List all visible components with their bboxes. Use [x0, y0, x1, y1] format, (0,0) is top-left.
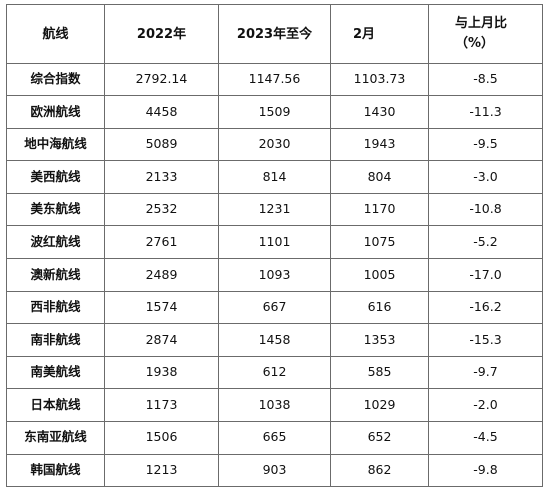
value-2022-cell: 2874: [104, 323, 219, 357]
value-change-cell: -15.3: [428, 323, 543, 357]
value-feb-cell: 1005: [330, 257, 429, 292]
value-change-cell: -9.7: [428, 355, 543, 390]
value-2022-cell: 2489: [104, 257, 219, 292]
route-cell: 美东航线: [6, 192, 105, 227]
table-row: 韩国航线 1213 903 862 -9.8: [6, 453, 543, 488]
table-row: 欧洲航线 4458 1509 1430 -11.3: [6, 95, 543, 129]
table-row: 美东航线 2532 1231 1170 -10.8: [6, 192, 543, 227]
table-row: 美西航线 2133 814 804 -3.0: [6, 160, 543, 194]
value-2023-cell: 1147.56: [218, 63, 331, 96]
value-change-cell: -11.3: [428, 95, 543, 129]
table-row: 波红航线 2761 1101 1075 -5.2: [6, 225, 543, 259]
table-row: 南美航线 1938 612 585 -9.7: [6, 355, 543, 390]
value-2023-cell: 1093: [218, 257, 331, 292]
value-2022-cell: 2792.14: [104, 63, 219, 96]
route-cell: 澳新航线: [6, 257, 105, 292]
value-change-cell: -10.8: [428, 192, 543, 227]
route-cell: 综合指数: [6, 63, 105, 96]
value-2022-cell: 1506: [104, 420, 219, 455]
value-2022-cell: 2133: [104, 160, 219, 194]
header-month: 2月: [330, 4, 429, 64]
header-change: 与上月比 （%）: [428, 4, 543, 64]
header-route: 航线: [6, 4, 105, 64]
freight-index-table-container: 航线 2022年 2023年至今 2月 与上月比 （%） 综合指数 2792.1…: [6, 4, 543, 488]
route-cell: 韩国航线: [6, 453, 105, 488]
value-2023-cell: 1101: [218, 225, 331, 259]
value-change-cell: -5.2: [428, 225, 543, 259]
value-change-cell: -4.5: [428, 420, 543, 455]
route-cell: 南美航线: [6, 355, 105, 390]
value-change-cell: -3.0: [428, 160, 543, 194]
value-2023-cell: 1231: [218, 192, 331, 227]
value-change-cell: -17.0: [428, 257, 543, 292]
value-feb-cell: 1430: [330, 95, 429, 129]
table-row: 日本航线 1173 1038 1029 -2.0: [6, 388, 543, 422]
value-change-cell: -2.0: [428, 388, 543, 422]
value-feb-cell: 616: [330, 290, 429, 325]
route-cell: 波红航线: [6, 225, 105, 259]
value-2022-cell: 4458: [104, 95, 219, 129]
value-2022-cell: 2761: [104, 225, 219, 259]
value-2023-cell: 612: [218, 355, 331, 390]
route-cell: 欧洲航线: [6, 95, 105, 129]
value-feb-cell: 1075: [330, 225, 429, 259]
value-2023-cell: 665: [218, 420, 331, 455]
route-cell: 南非航线: [6, 323, 105, 357]
value-2022-cell: 1938: [104, 355, 219, 390]
value-2022-cell: 1173: [104, 388, 219, 422]
value-2023-cell: 667: [218, 290, 331, 325]
value-2023-cell: 903: [218, 453, 331, 488]
value-feb-cell: 1943: [330, 127, 429, 162]
route-cell: 日本航线: [6, 388, 105, 422]
value-change-cell: -8.5: [428, 63, 543, 96]
table-row: 地中海航线 5089 2030 1943 -9.5: [6, 127, 543, 162]
value-2022-cell: 1213: [104, 453, 219, 488]
value-change-cell: -16.2: [428, 290, 543, 325]
value-feb-cell: 804: [330, 160, 429, 194]
value-feb-cell: 585: [330, 355, 429, 390]
table-row: 东南亚航线 1506 665 652 -4.5: [6, 420, 543, 455]
table-header-row: 航线 2022年 2023年至今 2月 与上月比 （%）: [6, 4, 543, 64]
value-feb-cell: 1170: [330, 192, 429, 227]
table-row: 澳新航线 2489 1093 1005 -17.0: [6, 257, 543, 292]
value-2023-cell: 2030: [218, 127, 331, 162]
table-row: 西非航线 1574 667 616 -16.2: [6, 290, 543, 325]
header-change-line1: 与上月比: [455, 16, 508, 31]
value-2022-cell: 5089: [104, 127, 219, 162]
value-2022-cell: 1574: [104, 290, 219, 325]
route-cell: 地中海航线: [6, 127, 105, 162]
table-row: 综合指数 2792.14 1147.56 1103.73 -8.5: [6, 63, 543, 96]
value-2022-cell: 2532: [104, 192, 219, 227]
value-feb-cell: 1353: [330, 323, 429, 357]
value-2023-cell: 1458: [218, 323, 331, 357]
value-feb-cell: 1103.73: [330, 63, 429, 96]
route-cell: 东南亚航线: [6, 420, 105, 455]
header-year-2022: 2022年: [104, 4, 219, 64]
freight-index-table: 航线 2022年 2023年至今 2月 与上月比 （%） 综合指数 2792.1…: [6, 4, 543, 488]
route-cell: 美西航线: [6, 160, 105, 194]
value-2023-cell: 1038: [218, 388, 331, 422]
header-year-2023-to-date: 2023年至今: [218, 4, 331, 64]
value-change-cell: -9.5: [428, 127, 543, 162]
value-feb-cell: 1029: [330, 388, 429, 422]
header-change-line2: （%）: [455, 36, 495, 51]
value-2023-cell: 1509: [218, 95, 331, 129]
value-2023-cell: 814: [218, 160, 331, 194]
table-row: 南非航线 2874 1458 1353 -15.3: [6, 323, 543, 357]
route-cell: 西非航线: [6, 290, 105, 325]
value-feb-cell: 652: [330, 420, 429, 455]
value-change-cell: -9.8: [428, 453, 543, 488]
value-feb-cell: 862: [330, 453, 429, 488]
